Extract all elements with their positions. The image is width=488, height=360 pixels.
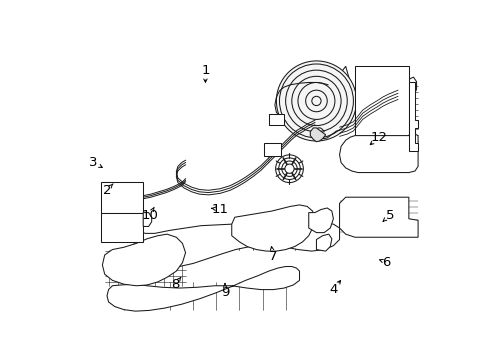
Text: 7: 7 <box>268 250 277 263</box>
Text: 11: 11 <box>212 203 228 216</box>
Polygon shape <box>339 197 417 237</box>
Text: 6: 6 <box>381 256 389 269</box>
Text: 8: 8 <box>171 278 179 291</box>
Bar <box>354 66 408 136</box>
Polygon shape <box>339 66 416 106</box>
Bar <box>101 213 143 242</box>
Polygon shape <box>408 82 417 151</box>
Text: 12: 12 <box>369 131 386 144</box>
Text: 1: 1 <box>201 64 209 77</box>
Bar <box>264 143 281 156</box>
Polygon shape <box>102 234 185 286</box>
Text: 9: 9 <box>221 286 229 299</box>
Polygon shape <box>308 208 333 233</box>
Polygon shape <box>134 222 339 268</box>
Polygon shape <box>310 128 325 142</box>
Circle shape <box>276 61 356 141</box>
Text: 2: 2 <box>102 184 111 197</box>
Polygon shape <box>107 266 299 311</box>
Bar <box>268 114 284 125</box>
Polygon shape <box>339 132 417 172</box>
Polygon shape <box>316 234 331 251</box>
Polygon shape <box>143 213 151 226</box>
Circle shape <box>285 164 293 173</box>
Text: 5: 5 <box>385 208 393 221</box>
Text: 4: 4 <box>328 283 337 296</box>
Bar <box>101 182 143 213</box>
Text: 3: 3 <box>89 156 97 169</box>
Text: 10: 10 <box>141 208 158 221</box>
Polygon shape <box>231 205 314 251</box>
